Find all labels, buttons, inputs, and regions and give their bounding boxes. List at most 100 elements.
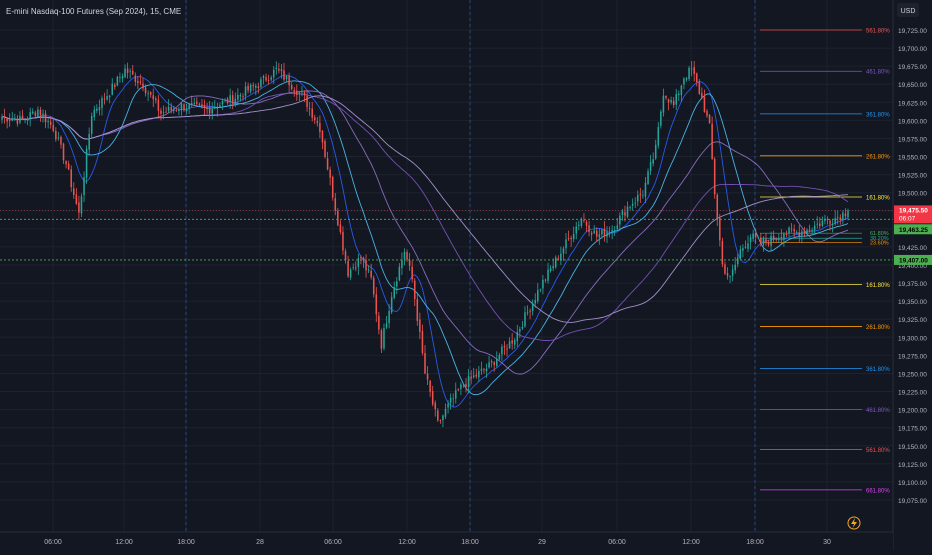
candle[interactable] — [319, 115, 321, 139]
candle[interactable] — [403, 248, 406, 266]
candle[interactable] — [80, 193, 83, 217]
candle[interactable] — [234, 92, 237, 107]
candle[interactable] — [729, 275, 731, 284]
candle[interactable] — [239, 92, 242, 102]
candle[interactable] — [642, 190, 644, 199]
candle[interactable] — [231, 90, 234, 110]
candle[interactable] — [375, 287, 378, 323]
candle[interactable] — [408, 252, 411, 271]
price-axis[interactable] — [893, 0, 932, 550]
candle[interactable] — [562, 246, 565, 262]
candle[interactable] — [193, 97, 196, 106]
candle[interactable] — [357, 253, 360, 275]
candle[interactable] — [793, 224, 795, 238]
candle[interactable] — [129, 68, 131, 79]
candle[interactable] — [275, 61, 278, 75]
candle[interactable] — [93, 105, 96, 121]
candle[interactable] — [98, 99, 101, 116]
candle[interactable] — [203, 99, 206, 115]
candle[interactable] — [496, 351, 498, 368]
candle[interactable] — [339, 220, 342, 235]
candle[interactable] — [778, 233, 780, 244]
candle[interactable] — [413, 277, 416, 307]
candle[interactable] — [806, 228, 808, 237]
candle[interactable] — [326, 151, 329, 171]
candle[interactable] — [629, 205, 631, 211]
candle[interactable] — [762, 236, 765, 252]
candle[interactable] — [303, 90, 306, 103]
candle[interactable] — [634, 197, 636, 209]
candle[interactable] — [485, 363, 488, 378]
candle[interactable] — [601, 228, 603, 239]
candle[interactable] — [513, 337, 516, 350]
candle[interactable] — [842, 210, 844, 225]
candle[interactable] — [37, 106, 39, 119]
candle[interactable] — [690, 61, 693, 77]
candle[interactable] — [137, 76, 139, 90]
candle[interactable] — [272, 66, 275, 84]
candle[interactable] — [588, 220, 590, 237]
candle[interactable] — [783, 232, 785, 247]
candle[interactable] — [834, 210, 836, 226]
candle[interactable] — [631, 198, 634, 211]
candle[interactable] — [439, 419, 442, 424]
candle[interactable] — [252, 82, 255, 92]
candle[interactable] — [106, 89, 108, 101]
candle[interactable] — [836, 210, 839, 225]
candle[interactable] — [770, 231, 772, 252]
candle[interactable] — [255, 83, 257, 96]
candle[interactable] — [688, 65, 690, 82]
candle[interactable] — [526, 305, 529, 316]
candle[interactable] — [808, 224, 811, 233]
candle[interactable] — [649, 155, 652, 175]
candle[interactable] — [175, 108, 178, 112]
candle[interactable] — [606, 226, 608, 243]
candle[interactable] — [611, 225, 613, 240]
time-axis[interactable] — [0, 532, 893, 550]
candle[interactable] — [734, 257, 736, 274]
candle[interactable] — [331, 175, 334, 201]
candle[interactable] — [147, 90, 149, 102]
candle[interactable] — [421, 324, 424, 356]
candle[interactable] — [280, 63, 283, 79]
candle[interactable] — [608, 226, 611, 238]
candle[interactable] — [219, 102, 221, 108]
candle[interactable] — [362, 256, 365, 268]
candle[interactable] — [772, 230, 775, 243]
candle[interactable] — [616, 218, 619, 231]
candle[interactable] — [126, 62, 129, 79]
candle[interactable] — [44, 110, 47, 129]
candle[interactable] — [698, 79, 701, 95]
candle[interactable] — [367, 265, 370, 274]
candle[interactable] — [198, 102, 201, 107]
candle[interactable] — [365, 254, 367, 278]
candle[interactable] — [788, 226, 790, 237]
candle[interactable] — [444, 403, 447, 419]
candle[interactable] — [575, 221, 578, 240]
candle[interactable] — [847, 208, 849, 221]
candle[interactable] — [672, 97, 675, 108]
candle[interactable] — [337, 207, 339, 227]
candle[interactable] — [257, 82, 260, 94]
candle[interactable] — [721, 237, 724, 268]
candle[interactable] — [42, 109, 44, 123]
candle[interactable] — [519, 326, 521, 338]
candle[interactable] — [8, 113, 11, 127]
candle[interactable] — [262, 74, 265, 85]
candle[interactable] — [695, 72, 698, 87]
candle[interactable] — [324, 138, 326, 159]
candle[interactable] — [385, 315, 388, 329]
candle[interactable] — [88, 127, 90, 155]
candle[interactable] — [152, 88, 155, 108]
candle[interactable] — [539, 288, 542, 293]
candle[interactable] — [290, 82, 293, 91]
candle[interactable] — [454, 382, 457, 404]
candle[interactable] — [478, 365, 480, 382]
candle[interactable] — [831, 218, 834, 233]
candle[interactable] — [775, 237, 777, 243]
candle[interactable] — [334, 192, 337, 216]
fibonacci-extension[interactable]: 561.80% 461.80% 361.80% 261.80% 161.80% 161.8… — [760, 29, 890, 495]
candle[interactable] — [754, 228, 757, 245]
candle[interactable] — [670, 96, 672, 105]
candle[interactable] — [242, 93, 244, 101]
